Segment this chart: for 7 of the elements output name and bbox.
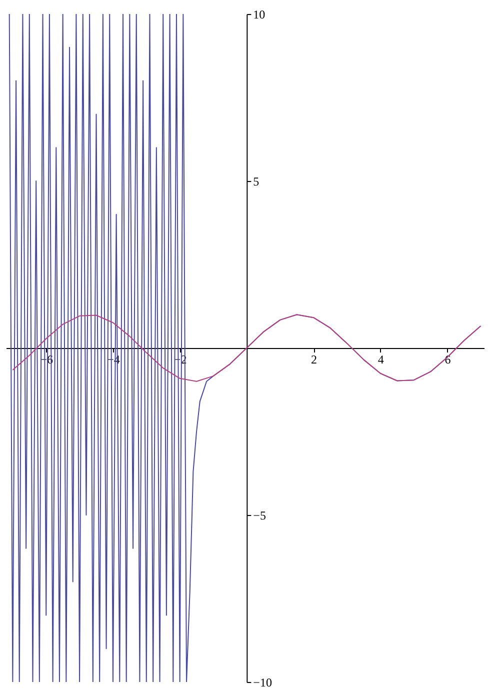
y-tick-label: −10 — [253, 676, 272, 690]
y-tick-label: −5 — [253, 508, 266, 522]
line-series — [12, 314, 482, 382]
x-tick-label: 2 — [311, 352, 318, 366]
y-tick-label: 10 — [253, 8, 266, 22]
x-tick-label: 4 — [378, 352, 384, 366]
y-tick-label: 5 — [253, 174, 260, 188]
